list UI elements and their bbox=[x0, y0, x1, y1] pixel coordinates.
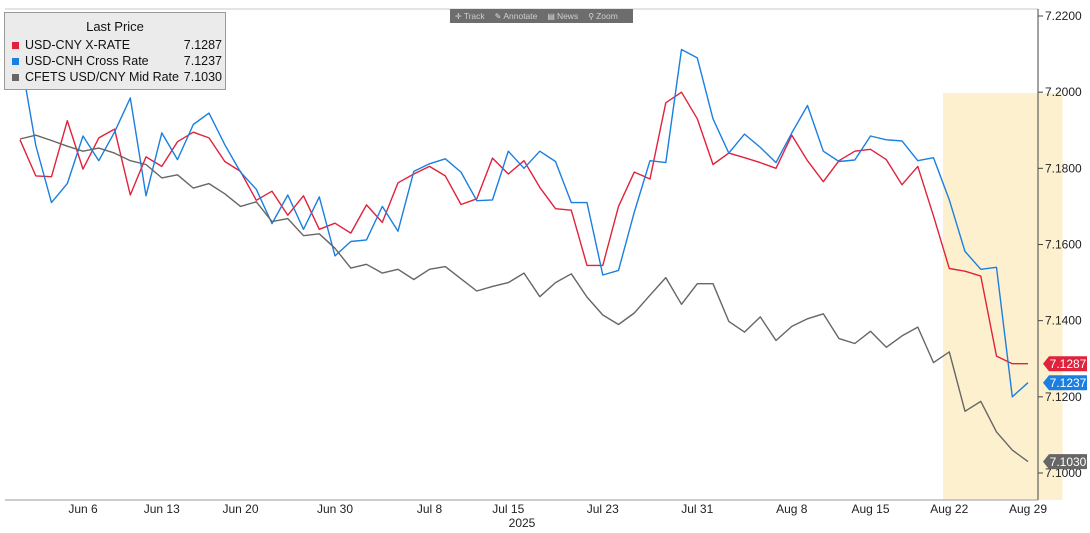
crosshair-icon: ✛ bbox=[455, 11, 462, 21]
x-tick-label: Aug 22 bbox=[930, 502, 968, 516]
tag-cfets-mid-label: 7.1030 bbox=[1050, 455, 1087, 469]
news-label: News bbox=[556, 11, 579, 21]
legend-name-cfets-mid: CFETS USD/CNY Mid Rate bbox=[25, 70, 179, 84]
x-axis-year-label: 2025 bbox=[509, 516, 536, 530]
tag-usd-cny: 7.1287 bbox=[1043, 356, 1087, 372]
legend-swatch-usd-cnh bbox=[12, 58, 19, 65]
y-tick-label: 7.1600 bbox=[1045, 238, 1082, 252]
legend-name-usd-cnh: USD-CNH Cross Rate bbox=[25, 54, 149, 68]
legend-entry-cfets-mid[interactable]: CFETS USD/CNY Mid Rate 7.1030 bbox=[12, 70, 222, 86]
y-tick-label: 7.2200 bbox=[1045, 9, 1082, 23]
legend-value-cfets-mid: 7.1030 bbox=[183, 70, 222, 84]
x-tick-label: Jul 23 bbox=[587, 502, 619, 516]
x-tick-label: Jul 31 bbox=[681, 502, 713, 516]
news-icon: ▤ bbox=[547, 11, 555, 21]
x-tick-label: Jun 30 bbox=[317, 502, 353, 516]
zoom-button[interactable]: ⚲ Zoom bbox=[583, 11, 623, 21]
y-tick-label: 7.1800 bbox=[1045, 161, 1082, 175]
legend-title: Last Price bbox=[86, 19, 144, 34]
legend-swatch-cfets-mid bbox=[12, 74, 19, 81]
track-button[interactable]: ✛ Track bbox=[450, 11, 490, 21]
pencil-icon: ✎ bbox=[494, 11, 502, 21]
tag-usd-cnh: 7.1237 bbox=[1043, 375, 1087, 391]
series-usd-cnh-line bbox=[19, 48, 1029, 398]
legend-name-usd-cny: USD-CNY X-RATE bbox=[25, 38, 131, 52]
x-tick-label: Jul 15 bbox=[492, 502, 524, 516]
tag-cfets-mid: 7.1030 bbox=[1043, 454, 1087, 470]
track-label: Track bbox=[463, 11, 485, 21]
x-tick-label: Jun 20 bbox=[222, 502, 258, 516]
annotate-label: Annotate bbox=[503, 11, 538, 21]
tag-cfets-mid-shape bbox=[1043, 454, 1087, 470]
legend-entry-usd-cny[interactable]: USD-CNY X-RATE 7.1287 bbox=[12, 38, 222, 54]
y-tick-label: 7.1400 bbox=[1045, 314, 1082, 328]
tag-usd-cny-shape bbox=[1043, 356, 1087, 372]
y-axis: 7.2200 7.2000 7.1800 7.1600 7.1400 7.1200 7.10… bbox=[1038, 9, 1082, 480]
x-tick-label: Jun 13 bbox=[144, 502, 180, 516]
tag-usd-cny-label: 7.1287 bbox=[1050, 357, 1087, 371]
x-tick-label: Aug 29 bbox=[1009, 502, 1047, 516]
magnifier-icon: ⚲ bbox=[588, 11, 595, 21]
zoom-label: Zoom bbox=[596, 11, 618, 21]
x-tick-label: Aug 15 bbox=[851, 502, 889, 516]
legend-value-usd-cny: 7.1287 bbox=[183, 38, 222, 52]
y-tick-label: 7.2000 bbox=[1045, 85, 1082, 99]
x-tick-label: Jun 6 bbox=[68, 502, 98, 516]
tag-usd-cnh-label: 7.1237 bbox=[1050, 376, 1087, 390]
annotate-button[interactable]: ✎ Annotate bbox=[490, 11, 543, 21]
legend[interactable]: Last Price USD-CNY X-RATE 7.1287 USD-CNH… bbox=[4, 12, 226, 90]
y-tick-label: 7.1200 bbox=[1045, 390, 1082, 404]
x-tick-label: Aug 8 bbox=[776, 502, 808, 516]
highlight-layer bbox=[942, 93, 1063, 500]
series-layer bbox=[19, 48, 1029, 463]
legend-value-usd-cnh: 7.1237 bbox=[183, 54, 222, 68]
y-tick-label: 7.1000 bbox=[1045, 466, 1082, 480]
tag-usd-cnh-shape bbox=[1043, 375, 1087, 391]
series-usd-cny-line bbox=[19, 91, 1028, 365]
legend-swatch-usd-cny bbox=[12, 42, 19, 49]
legend-entry-usd-cnh[interactable]: USD-CNH Cross Rate 7.1237 bbox=[12, 54, 222, 70]
last-price-tags: 7.1287 7.1237 7.1030 bbox=[1043, 356, 1087, 470]
x-tick-label: Jul 8 bbox=[417, 502, 443, 516]
chart-toolbar: ✛ Track ✎ Annotate ▤ News ⚲ Zoom bbox=[450, 9, 633, 23]
news-button[interactable]: ▤ News bbox=[542, 11, 583, 21]
series-cfets-mid-line bbox=[19, 134, 1029, 463]
highlight-band bbox=[942, 93, 1063, 500]
x-axis: Jun 6 Jun 13 Jun 20 Jun 30 Jul 8 Jul 15 Jul 23… bbox=[68, 502, 1047, 530]
